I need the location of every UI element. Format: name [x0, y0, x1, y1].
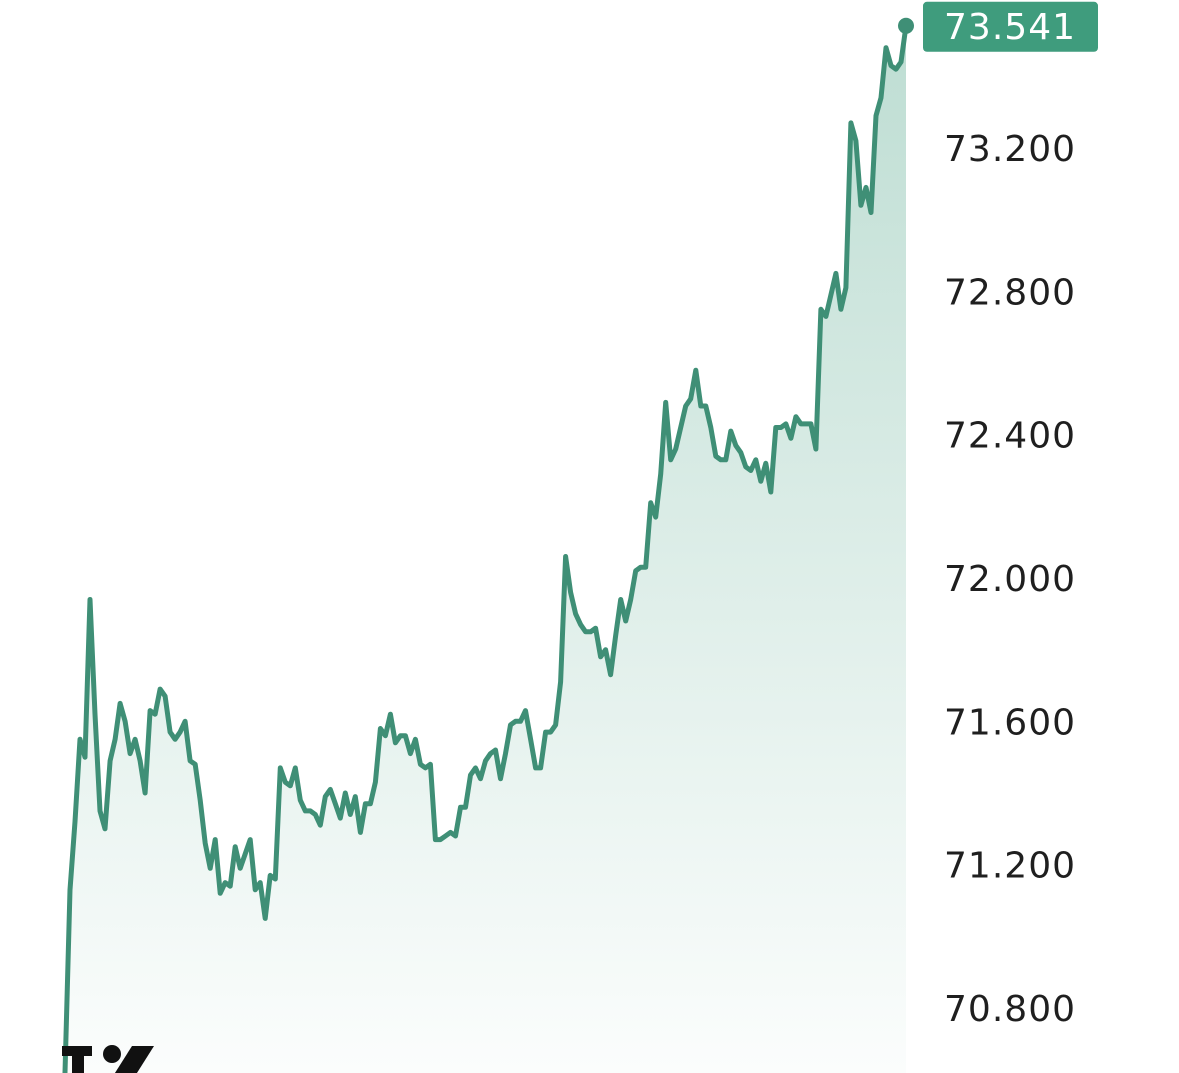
y-tick-label: 71.200	[944, 846, 1076, 887]
last-price-marker-group: 73.541	[898, 1, 1098, 52]
tradingview-logo-icon[interactable]	[62, 1044, 162, 1073]
y-tick-label: 72.800	[944, 272, 1076, 313]
y-tick-label: 73.200	[944, 129, 1076, 170]
tradingview-logo-glyph	[62, 1045, 154, 1073]
price-area-fill	[65, 25, 906, 1073]
area-fill-layer	[65, 25, 906, 1073]
last-price-badge	[923, 1, 1098, 52]
price-line-layer	[62, 23, 909, 1073]
last-price-dot	[898, 17, 914, 34]
y-tick-label: 70.800	[944, 989, 1076, 1030]
y-tick-label: 72.000	[944, 559, 1076, 600]
y-tick-label: 72.400	[944, 416, 1076, 457]
last-price-label: 73.541	[944, 7, 1076, 48]
price-axis: 70.800 71.200 71.600 72.000 72.400 72.800 73.2…	[944, 129, 1076, 1030]
y-tick-label: 71.600	[944, 702, 1076, 743]
price-line	[62, 23, 909, 1073]
